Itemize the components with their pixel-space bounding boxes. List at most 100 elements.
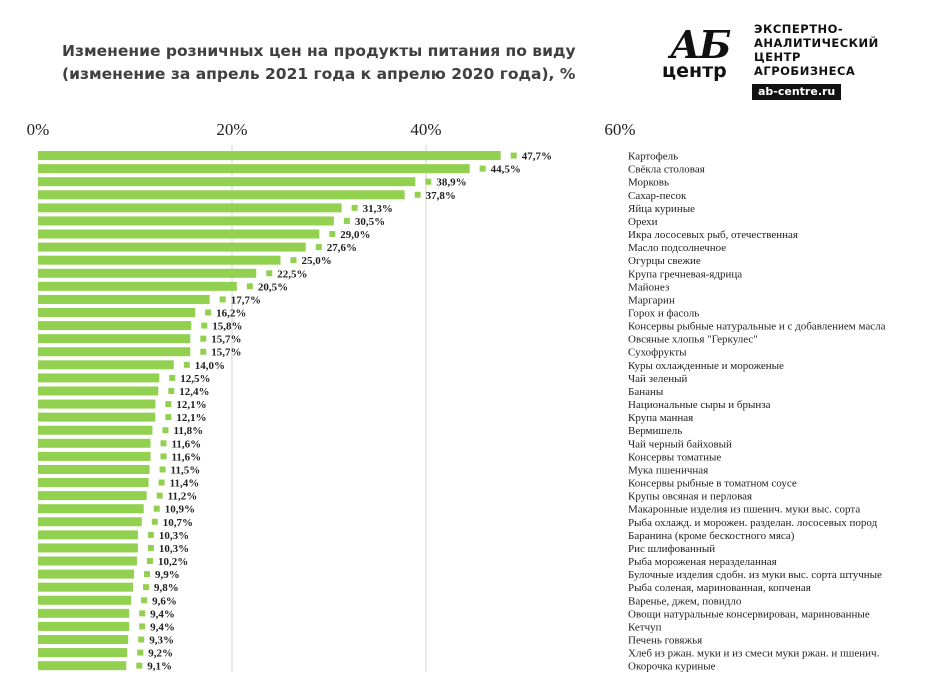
logo-text: ЭКСПЕРТНО- АНАЛИТИЧЕСКИЙ ЦЕНТР АГРОБИЗНЕ… — [754, 22, 879, 78]
value-labels: 47,7%44,5% 38,9%37,8% 31,3%30,5%29,0%27,6%… — [136, 151, 552, 673]
value-marker — [200, 335, 207, 342]
category-label: Рыба охлажд. и морожен. разделан. лососе… — [628, 517, 878, 529]
category-label: Орехи — [628, 216, 658, 228]
value-label: 44,5% — [491, 164, 521, 176]
bar — [38, 294, 210, 304]
bar — [38, 321, 192, 331]
value-label: 9,2% — [148, 648, 173, 660]
category-label: Печень говяжья — [628, 635, 702, 647]
category-label: Свёкла столовая — [628, 164, 705, 176]
bar — [38, 373, 160, 383]
value-label: 10,2% — [158, 556, 188, 568]
value-label: 16,2% — [216, 308, 246, 320]
category-label: Крупа гречневая-ядрица — [628, 268, 742, 280]
value-marker — [159, 466, 166, 473]
bar — [38, 504, 144, 514]
value-label: 20,5% — [258, 281, 288, 293]
category-label: Кетчуп — [628, 621, 662, 633]
value-marker — [147, 531, 154, 538]
category-label: Рис шлифованный — [628, 543, 715, 555]
value-label: 10,3% — [159, 543, 189, 555]
ab-centre-logo: АБ центр ЭКСПЕРТНО- АНАЛИТИЧЕСКИЙ ЦЕНТР … — [662, 18, 902, 104]
category-label: Майонез — [628, 281, 669, 293]
value-label: 9,8% — [154, 582, 179, 594]
value-marker — [136, 662, 143, 669]
value-marker — [315, 244, 322, 251]
value-marker — [343, 217, 350, 224]
bar — [38, 582, 134, 592]
value-marker — [425, 178, 432, 185]
bar — [38, 334, 191, 344]
category-label: Национальные сыры и брынза — [628, 399, 771, 411]
category-label: Маргарин — [628, 294, 675, 306]
value-marker — [156, 492, 163, 499]
value-label: 15,8% — [212, 321, 242, 333]
logo-text-line: АГРОБИЗНЕСА — [754, 64, 856, 78]
value-marker — [205, 309, 212, 316]
category-label: Консервы рыбные натуральные и с добавлен… — [628, 321, 886, 333]
bar — [38, 530, 138, 540]
value-label: 11,6% — [172, 438, 202, 450]
value-label: 10,9% — [165, 504, 195, 516]
bar — [38, 242, 306, 252]
value-marker — [143, 584, 150, 591]
bar — [38, 281, 237, 291]
x-axis-ticks: 0% 20% 40% 60% — [27, 120, 636, 139]
value-marker — [165, 401, 172, 408]
bar — [38, 268, 257, 278]
bar — [38, 203, 342, 213]
value-marker — [165, 414, 172, 421]
category-label: Варенье, джем, повидло — [628, 595, 742, 607]
value-marker — [139, 610, 146, 617]
x-tick-label: 40% — [410, 120, 441, 139]
value-label: 27,6% — [327, 242, 357, 254]
bar — [38, 661, 127, 671]
value-marker — [160, 453, 167, 460]
category-label: Вермишель — [628, 425, 682, 437]
bar — [38, 556, 137, 566]
value-label: 17,7% — [231, 294, 261, 306]
category-label: Рыба соленая, маринованная, копченая — [628, 582, 811, 594]
value-label: 25,0% — [302, 255, 332, 267]
value-label: 22,5% — [277, 268, 307, 280]
logo-text-line: ЦЕНТР — [754, 50, 801, 64]
value-marker — [137, 649, 144, 656]
category-label: Баранина (кроме бескостного мяса) — [628, 530, 795, 542]
category-label: Консервы рыбные в томатном соусе — [628, 478, 797, 490]
value-label: 11,4% — [170, 478, 200, 490]
logo-url: ab-centre.ru — [752, 84, 842, 100]
value-marker — [200, 348, 207, 355]
category-label: Картофель — [628, 151, 678, 163]
value-marker — [169, 374, 176, 381]
bar — [38, 648, 128, 658]
value-label: 9,3% — [149, 635, 174, 647]
value-label: 10,7% — [163, 517, 193, 529]
value-marker — [162, 427, 169, 434]
category-label: Крупа манная — [628, 412, 693, 424]
category-label: Куры охлажденные и мороженые — [628, 360, 784, 372]
logo-text-line: АНАЛИТИЧЕСКИЙ — [754, 36, 879, 50]
value-label: 29,0% — [340, 229, 370, 241]
category-label: Окорочка куриные — [628, 661, 716, 673]
value-marker — [144, 571, 151, 578]
category-label: Булочные изделия сдобн. из муки выс. сор… — [628, 569, 882, 581]
value-marker — [160, 440, 167, 447]
logo-mark-ab: АБ — [670, 22, 731, 67]
value-marker — [351, 204, 358, 211]
category-label: Икра лососевых рыб, отечественная — [628, 229, 798, 241]
value-marker — [141, 597, 148, 604]
x-tick-label: 60% — [604, 120, 635, 139]
value-label: 9,6% — [152, 595, 177, 607]
value-label: 11,5% — [171, 464, 201, 476]
value-label: 10,3% — [159, 530, 189, 542]
category-label: Бананы — [628, 386, 664, 398]
bar — [38, 347, 191, 357]
category-label: Яйца куриные — [628, 203, 695, 215]
bar — [38, 621, 130, 631]
category-label: Рыба мороженая неразделанная — [628, 556, 777, 568]
bar — [38, 412, 156, 422]
value-marker — [146, 558, 153, 565]
value-label: 12,1% — [176, 399, 206, 411]
category-label: Сухофрукты — [628, 347, 687, 359]
